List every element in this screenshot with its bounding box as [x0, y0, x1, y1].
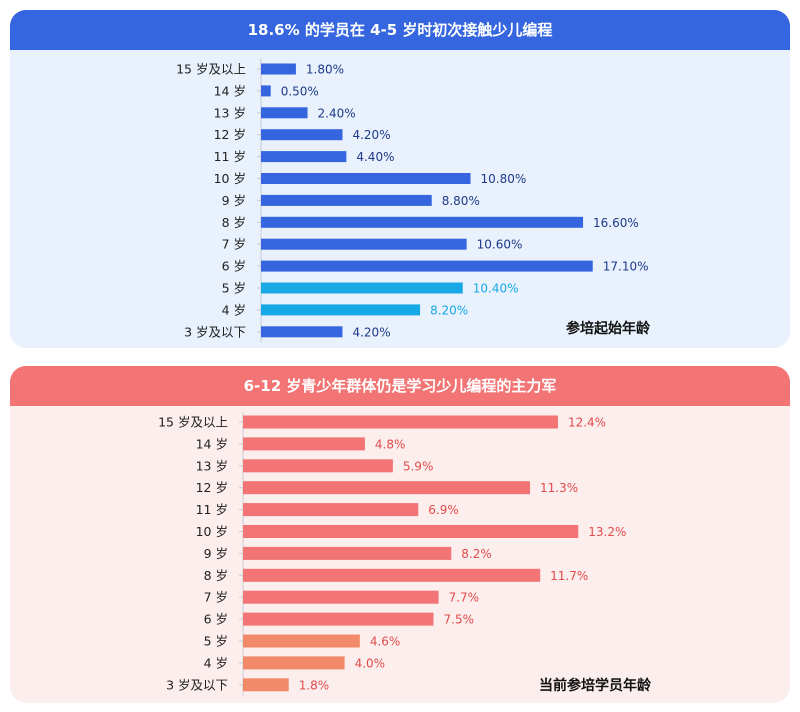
start-value-label: 10.80% [481, 172, 527, 186]
start-category-label: 3 岁及以下 [184, 324, 246, 339]
current-category-label: 6 岁 [204, 612, 228, 627]
current-value-label: 11.7% [550, 569, 588, 583]
current-value-label: 7.5% [444, 613, 475, 627]
current-value-label: 7.7% [449, 591, 480, 605]
start-bar [261, 282, 463, 294]
current-bar [243, 568, 541, 582]
start-category-label: 7 岁 [222, 237, 246, 252]
start-value-label: 10.60% [477, 238, 523, 252]
current-bar [243, 656, 345, 670]
start-bar [261, 194, 432, 206]
start-category-label: 9 岁 [222, 193, 246, 208]
start-value-label: 0.50% [281, 84, 319, 98]
start-chart-caption: 参培起始年龄 [566, 320, 651, 337]
current-category-label: 3 岁及以下 [166, 677, 228, 692]
start-bar [261, 173, 471, 184]
current-category-label: 14 岁 [196, 436, 228, 451]
current-bar [243, 437, 365, 451]
current-value-label: 12.4% [568, 416, 606, 430]
start-value-label: 16.60% [593, 216, 639, 230]
current-category-label: 7 岁 [204, 590, 228, 605]
current-bar [243, 634, 360, 648]
current-value-label: 13.2% [588, 525, 626, 539]
start-bar [261, 304, 421, 316]
start-value-label: 10.40% [473, 282, 519, 296]
chart-title-current-age: 6-12 岁青少年群体仍是学习少儿编程的主力军 [10, 366, 790, 406]
start-value-label: 17.10% [603, 260, 649, 274]
start-value-label: 8.80% [442, 194, 480, 208]
current-bar [243, 525, 579, 538]
start-value-label: 4.20% [352, 325, 390, 339]
current-value-label: 4.6% [370, 635, 401, 649]
start-category-label: 6 岁 [222, 259, 246, 274]
current-bar [243, 546, 452, 560]
start-category-label: 13 岁 [214, 105, 246, 120]
start-bar [261, 85, 271, 97]
current-category-label: 12 岁 [196, 480, 228, 495]
current-category-label: 15 岁及以上 [158, 415, 228, 430]
start-bar [261, 216, 584, 228]
current-value-label: 4.8% [375, 437, 406, 451]
current-bar [243, 590, 439, 604]
start-value-label: 4.40% [356, 150, 394, 164]
current-chart-caption: 当前参培学员年龄 [539, 677, 652, 694]
current-value-label: 8.2% [461, 547, 492, 561]
current-category-label: 13 岁 [196, 458, 228, 473]
start-bar [261, 260, 593, 272]
start-bar [261, 63, 296, 75]
start-category-label: 12 岁 [214, 127, 246, 142]
start-value-label: 4.20% [352, 128, 390, 142]
start-category-label: 4 岁 [222, 302, 246, 317]
chart-title-start-age: 18.6% 的学员在 4-5 岁时初次接触少儿编程 [10, 10, 790, 50]
current-bar [243, 612, 434, 626]
start-category-label: 14 岁 [214, 83, 246, 98]
current-category-label: 10 岁 [196, 524, 228, 539]
start-bar [261, 129, 343, 141]
current-category-label: 9 岁 [204, 546, 228, 561]
start-bar [261, 326, 343, 338]
start-value-label: 1.80% [306, 63, 344, 77]
current-category-label: 4 岁 [204, 655, 228, 670]
start-category-label: 8 岁 [222, 215, 246, 230]
start-value-label: 2.40% [318, 106, 356, 120]
current-value-label: 4.0% [355, 656, 386, 670]
current-bar [243, 503, 419, 517]
start-category-label: 5 岁 [222, 281, 246, 296]
current-category-label: 8 岁 [204, 568, 228, 583]
start-bar [261, 238, 467, 250]
current-value-label: 6.9% [428, 503, 459, 517]
current-category-label: 5 岁 [204, 634, 228, 649]
current-bar [243, 415, 558, 429]
current-value-label: 1.8% [299, 678, 330, 692]
start-value-label: 8.20% [430, 303, 468, 317]
current-bar [243, 459, 393, 473]
current-value-label: 11.3% [540, 481, 578, 495]
start-category-label: 15 岁及以上 [176, 62, 246, 77]
start-category-label: 11 岁 [214, 149, 246, 164]
current-bar [243, 481, 531, 495]
start-bar [261, 151, 347, 163]
start-bar [261, 107, 308, 119]
current-category-label: 11 岁 [196, 502, 228, 517]
current-bar [243, 678, 289, 692]
current-value-label: 5.9% [403, 459, 434, 473]
start-category-label: 10 岁 [214, 171, 246, 186]
